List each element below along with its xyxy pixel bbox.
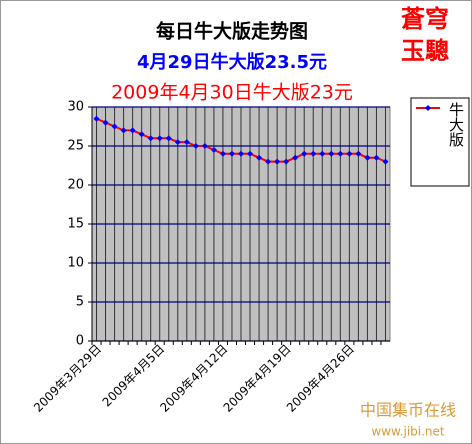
watermark: www.jibi.net [371,425,445,439]
marker [156,135,163,142]
y-tick-label: 20 [67,178,84,193]
marker [328,150,335,157]
chart-title: 每日牛大版走势图 [156,20,308,43]
marker [373,154,380,161]
marker [111,123,118,130]
marker [192,143,199,149]
legend-box [410,97,470,187]
marker [274,158,281,165]
y-tick-label: 15 [67,217,84,232]
marker [256,154,263,161]
marker [93,115,100,122]
marker [238,150,244,157]
watermark: 中国集币在线 [360,401,456,420]
marker [337,150,344,157]
y-tick-label: 0 [76,334,84,349]
marker [355,150,362,157]
marker [247,150,254,157]
logo: 蒼穹 [401,5,449,33]
marker [382,158,389,165]
marker [310,150,317,157]
marker [147,135,154,142]
subtitle: 2009年4月30日牛大版23元 [111,82,353,104]
marker [210,146,217,153]
marker [346,150,353,157]
marker [129,127,136,134]
marker [228,150,235,157]
logo: 玉驄 [401,37,449,65]
y-tick-label: 25 [67,139,84,154]
y-tick-label: 5 [76,295,84,310]
marker [301,150,308,157]
marker [183,139,190,146]
marker [319,150,326,157]
marker [219,150,226,157]
legend-label: 牛大版 [447,102,465,148]
marker [364,154,371,161]
marker [292,154,299,161]
marker [138,131,145,138]
marker [165,135,172,142]
legend-marker [425,105,431,111]
marker [174,139,181,146]
marker [120,127,127,134]
y-tick-label: 30 [67,100,84,115]
marker [283,158,290,165]
marker [102,119,109,126]
marker [265,158,272,165]
y-tick-label: 10 [67,256,84,271]
subtitle: 4月29日牛大版23.5元 [137,51,327,73]
marker [201,143,208,149]
